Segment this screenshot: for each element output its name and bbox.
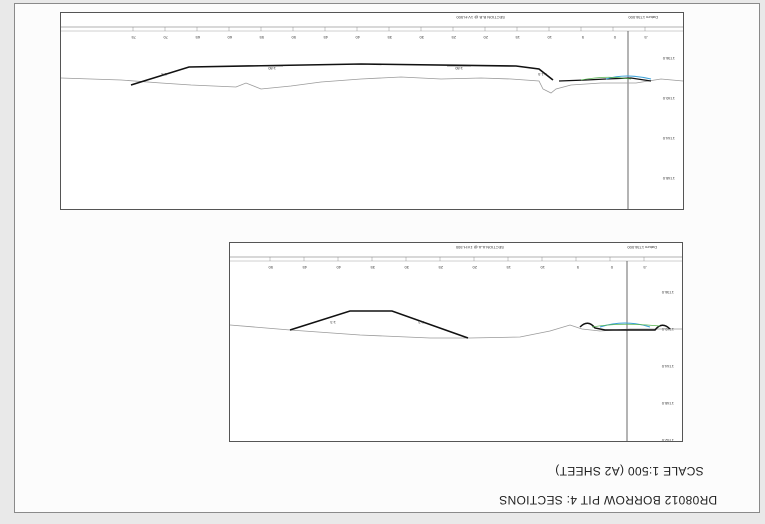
chainage-label: 15 [506, 265, 511, 270]
chainage-label: 20 [483, 35, 488, 40]
chainage-label: 10 [547, 35, 552, 40]
elevation-label: 1740.0 [661, 327, 674, 332]
embankment-profile [289, 310, 469, 339]
scale-caption: SCALE 1:500 (A2 SHEET) [555, 464, 704, 478]
elevation-label: 1736.0 [662, 56, 675, 61]
section-b-b-drawing: SECTION B-B @ 1V:H-500 Datum 1736.000 -5… [61, 15, 683, 209]
chainage-label: 25 [438, 265, 443, 270]
vegetation-line [580, 76, 632, 81]
chainage-label: 35 [387, 35, 392, 40]
datum-label: Datum 1736.000 [628, 15, 658, 20]
chainage-label: 0 [613, 35, 616, 40]
chainage-label: 15 [515, 35, 520, 40]
drawing-sheet: SECTION B-B @ 1V:H-500 Datum 1736.000 -5… [14, 3, 760, 513]
section-a-a-drawing: SECTION A-A @ 1V:H-500 Datum 1736.000 -5… [230, 245, 682, 441]
section-heading: SECTION A-A @ 1V:H-500 [455, 245, 504, 250]
chainage-label: 10 [540, 265, 545, 270]
chainage-label: 55 [259, 35, 264, 40]
water-surface [605, 75, 652, 80]
elevation-labels: 1736.0 1740.0 1744.0 1748.0 1752.0 [661, 290, 674, 441]
chainage-label: 70 [163, 35, 168, 40]
chainage-label: 20 [472, 265, 477, 270]
elevation-label: 1736.0 [661, 290, 674, 295]
datum-label: Datum 1736.000 [627, 245, 657, 250]
embankment-profile [130, 63, 554, 86]
chainage-label: 65 [195, 35, 200, 40]
chainage-label: 40 [355, 35, 360, 40]
chainage-label: 35 [370, 265, 375, 270]
elevation-label: 1748.0 [662, 176, 675, 181]
chainage-label: 0 [610, 265, 613, 270]
elevation-label: 1744.0 [662, 136, 675, 141]
slope-label: 1:80 [267, 66, 276, 71]
borrow-pit-outline [558, 77, 652, 82]
section-heading: SECTION B-B @ 1V:H-500 [456, 15, 505, 20]
vegetation-line [591, 323, 661, 328]
section-a-a-panel: SECTION A-A @ 1V:H-500 Datum 1736.000 -5… [229, 242, 683, 442]
chainage-label: -5 [644, 35, 648, 40]
chainage-label: 30 [404, 265, 409, 270]
section-b-b-panel: SECTION B-B @ 1V:H-500 Datum 1736.000 -5… [60, 12, 684, 210]
chainage-label: 50 [291, 35, 296, 40]
drawing-title: DR08012 BORROW PIT 4: SECTIONS [499, 493, 718, 507]
chainage-label: 75 [131, 35, 136, 40]
chainage-label: 60 [227, 35, 232, 40]
chainage-label: -5 [643, 265, 647, 270]
elevation-label: 1748.0 [661, 401, 674, 406]
slope-label: 1:80 [454, 66, 463, 71]
chainage-label: 45 [302, 265, 307, 270]
chainage-label: 45 [323, 35, 328, 40]
chainage-labels: -5 0 5 10 15 20 25 30 35 40 45 50 55 60 65 70 75 [131, 27, 648, 40]
elevation-label: 1744.0 [661, 364, 674, 369]
slope-label: 1:3 [330, 320, 336, 325]
chainage-label: 25 [451, 35, 456, 40]
water-surface [599, 322, 651, 328]
chainage-label: 40 [336, 265, 341, 270]
borrow-pit-outline [579, 322, 671, 331]
elevation-label: 1740.0 [662, 96, 675, 101]
chainage-label: 30 [419, 35, 424, 40]
existing-ground-line [61, 76, 683, 94]
elevation-label: 1752.0 [661, 438, 674, 441]
chainage-label: 50 [268, 265, 273, 270]
chainage-labels: -5 0 5 10 15 20 25 30 35 40 45 50 [268, 257, 647, 270]
chainage-label: 5 [576, 265, 579, 270]
slope-label: 1:3 [418, 320, 424, 325]
slope-label: 1:3 [161, 72, 167, 77]
chainage-label: 5 [581, 35, 584, 40]
slope-label: 1:1.5 [537, 72, 547, 77]
